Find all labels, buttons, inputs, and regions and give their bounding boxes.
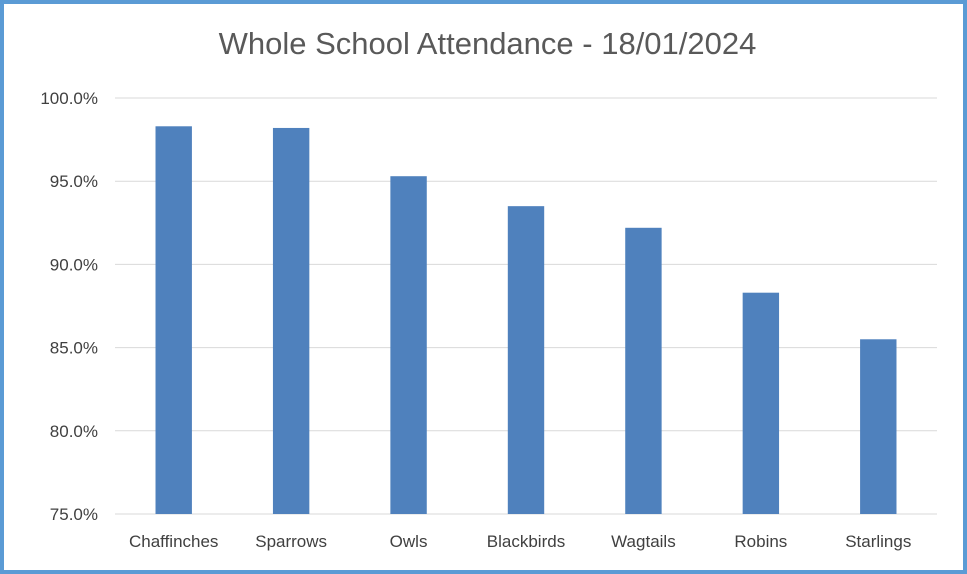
x-tick-label: Sparrows xyxy=(255,532,327,551)
bar-starlings xyxy=(860,339,897,514)
x-tick-label: Wagtails xyxy=(611,532,676,551)
x-tick-label: Chaffinches xyxy=(129,532,218,551)
bar-chart: 75.0% 80.0% 85.0% 90.0% 95.0% 100.0% Chaffinch… xyxy=(40,89,937,551)
x-tick-label: Starlings xyxy=(845,532,911,551)
bar-blackbirds xyxy=(507,206,545,514)
y-tick-label: 90.0% xyxy=(50,255,98,274)
bar-wagtails xyxy=(625,227,662,515)
bar-sparrows xyxy=(272,127,310,515)
y-tick-label: 80.0% xyxy=(50,422,98,441)
bar-chaffinches xyxy=(155,126,192,515)
chart-title: Whole School Attendance - 18/01/2024 xyxy=(218,26,757,61)
x-tick-label: Blackbirds xyxy=(487,532,565,551)
y-tick-label: 85.0% xyxy=(50,339,98,358)
bar-robins xyxy=(742,292,780,514)
bar-owls xyxy=(390,176,427,514)
y-tick-label: 100.0% xyxy=(40,89,98,108)
x-tick-label: Robins xyxy=(734,532,787,551)
y-tick-label: 95.0% xyxy=(50,172,98,191)
x-tick-label: Owls xyxy=(390,532,428,551)
y-tick-label: 75.0% xyxy=(50,505,98,524)
